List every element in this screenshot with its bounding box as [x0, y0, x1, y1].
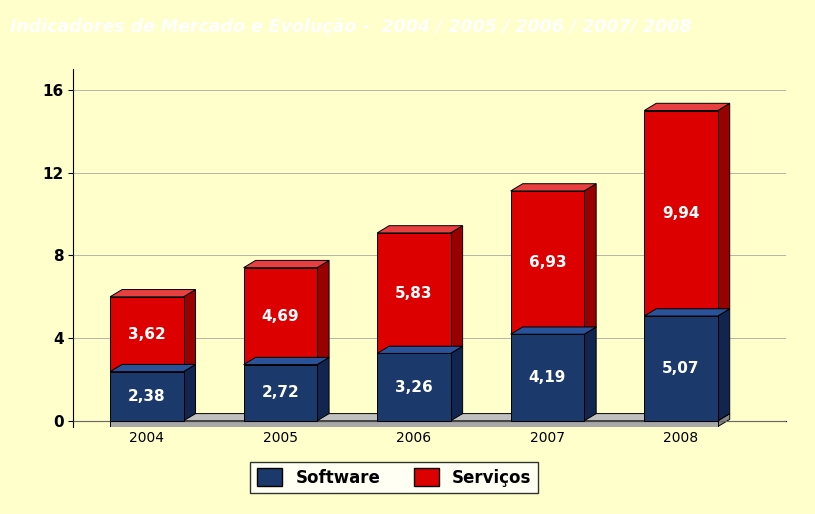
Polygon shape	[317, 261, 329, 364]
Text: 2,72: 2,72	[262, 385, 299, 400]
Polygon shape	[718, 309, 729, 421]
Polygon shape	[377, 226, 463, 233]
Polygon shape	[183, 289, 196, 372]
Bar	[644, 316, 718, 421]
Polygon shape	[451, 226, 463, 354]
Text: 6,93: 6,93	[529, 255, 566, 270]
Bar	[110, 297, 183, 372]
Polygon shape	[511, 183, 597, 191]
Bar	[244, 364, 317, 421]
Bar	[110, 421, 718, 427]
Polygon shape	[718, 103, 729, 316]
Text: 4,19: 4,19	[529, 370, 566, 385]
Text: 5,83: 5,83	[395, 286, 433, 301]
Polygon shape	[244, 261, 329, 268]
Legend: Software, Serviços: Software, Serviços	[250, 462, 538, 493]
Text: 3,26: 3,26	[395, 380, 433, 395]
Text: 3,62: 3,62	[128, 327, 165, 342]
Polygon shape	[511, 327, 597, 334]
Text: 2,38: 2,38	[128, 389, 165, 403]
Bar	[377, 233, 451, 354]
Bar	[511, 334, 584, 421]
Polygon shape	[451, 346, 463, 421]
Polygon shape	[584, 327, 597, 421]
Polygon shape	[244, 357, 329, 364]
Polygon shape	[183, 364, 196, 421]
Polygon shape	[317, 357, 329, 421]
Polygon shape	[110, 289, 196, 297]
Text: 5,07: 5,07	[663, 361, 700, 376]
Text: 4,69: 4,69	[262, 308, 299, 324]
Bar	[377, 354, 451, 421]
Bar	[511, 191, 584, 334]
Polygon shape	[584, 183, 597, 334]
Polygon shape	[110, 414, 729, 421]
Text: 9,94: 9,94	[663, 206, 700, 221]
Bar	[644, 111, 718, 316]
Polygon shape	[644, 103, 729, 111]
Polygon shape	[718, 414, 729, 427]
Polygon shape	[377, 346, 463, 354]
Polygon shape	[110, 364, 196, 372]
Bar	[244, 268, 317, 364]
Polygon shape	[644, 309, 729, 316]
Bar	[110, 372, 183, 421]
Text: Indicadores de Mercado e Evolução -  2004 / 2005 / 2006 / 2007/ 2008: Indicadores de Mercado e Evolução - 2004…	[10, 18, 691, 36]
